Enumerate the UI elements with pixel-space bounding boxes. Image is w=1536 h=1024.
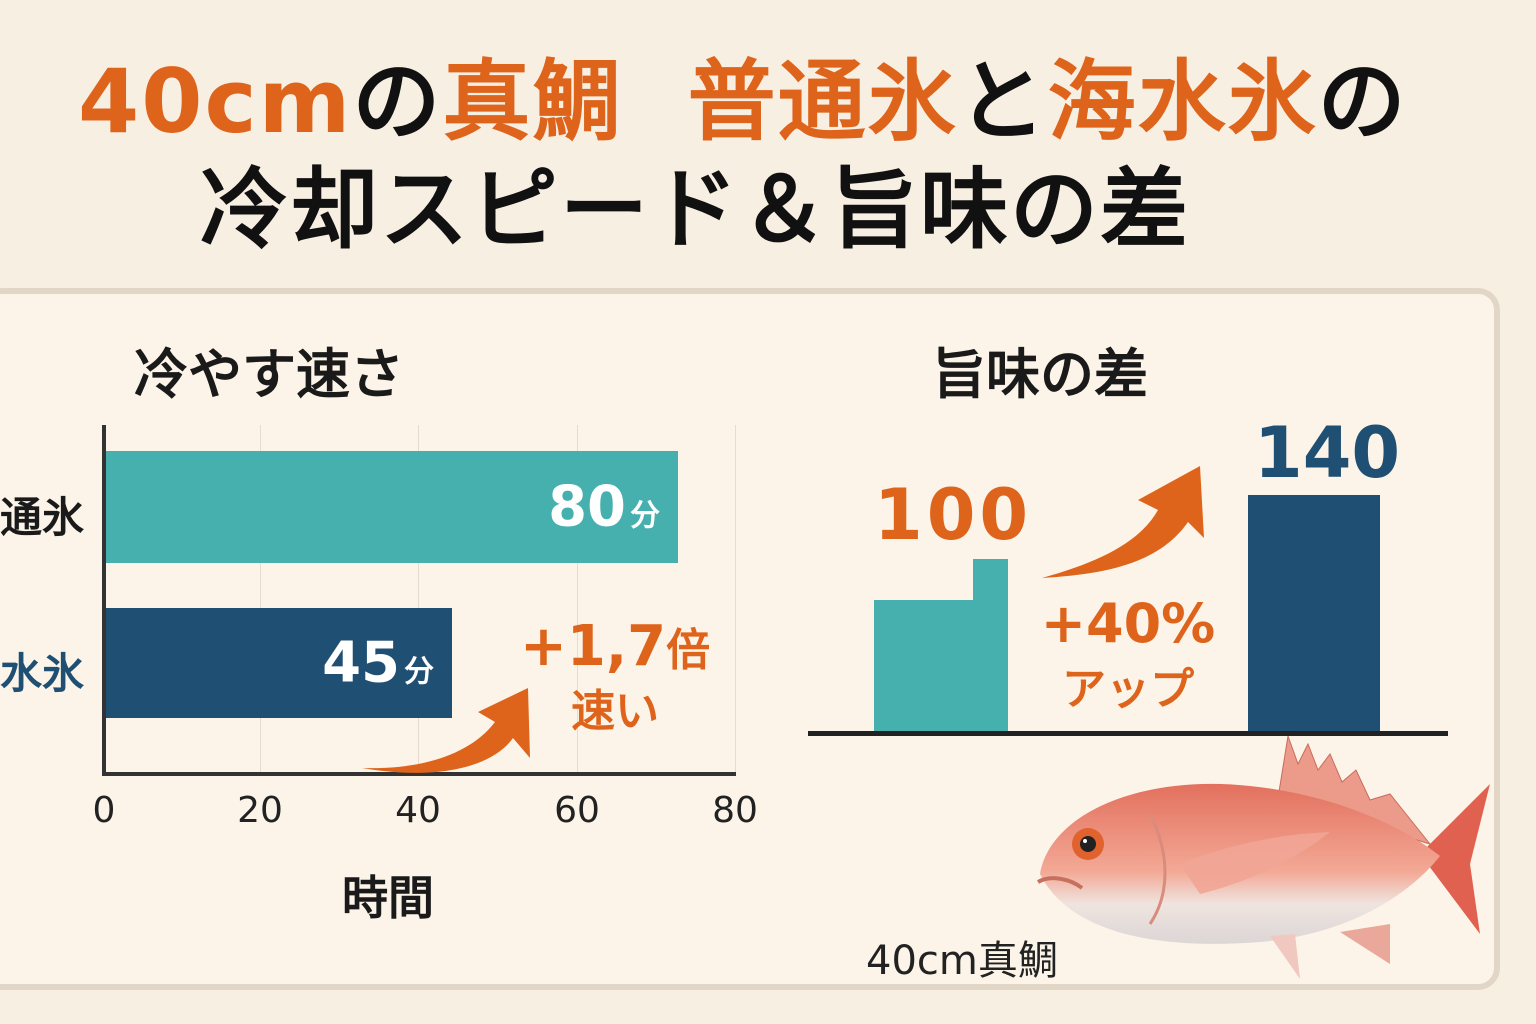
x-axis-label: 時間 [342, 871, 434, 925]
title-seg-to: と [957, 50, 1048, 153]
speed-up-arrow-icon [362, 688, 530, 773]
bar-value-seawater-ice: 45 分 [322, 631, 434, 696]
bar-value-number: 45 [322, 630, 400, 696]
x-tick: 0 [92, 790, 116, 831]
gridline-80 [735, 425, 736, 775]
x-tick: 80 [712, 790, 758, 831]
umami-up-arrow-icon [1042, 466, 1204, 578]
fish-caption: 40cm真鯛 [866, 938, 1058, 984]
bar-value-normal-ice: 80 分 [548, 475, 660, 540]
x-tick: 40 [395, 790, 441, 831]
gridline-60 [577, 425, 578, 775]
main-title-line1: 40cmの真鯛 普通氷と海水氷の [78, 52, 1408, 152]
bar-value-unit: 分 [404, 654, 434, 690]
x-tick: 60 [554, 790, 600, 831]
speed-annotation-text: 速い [571, 686, 660, 737]
cooling-speed-title: 冷やす速さ [134, 343, 404, 406]
umami-annotation-text: アップ [1062, 664, 1194, 715]
speed-annotation: +1,7倍 速い [520, 614, 710, 739]
umami-title: 旨味の差 [932, 343, 1148, 406]
umami-bar-normal-ice [874, 600, 1008, 732]
main-title-line2: 冷却スピード＆旨味の差 [200, 158, 1191, 261]
umami-value-normal-ice: 100 [874, 474, 1033, 556]
gridline-40 [418, 425, 419, 775]
speed-annotation-multiplier: +1,7倍 [520, 614, 710, 679]
umami-baseline [808, 731, 1448, 736]
bar-normal-ice: 80 分 [106, 451, 678, 563]
speed-multiplier-value: +1,7 [520, 614, 667, 679]
red-sea-bream-icon [1037, 735, 1490, 979]
umami-annotation: +40% アップ [1038, 592, 1218, 717]
umami-annotation-percent: +40% [1040, 592, 1216, 655]
speed-multiplier-unit: 倍 [666, 625, 711, 676]
title-seg-no1: の [352, 50, 443, 153]
umami-value-seawater-ice: 140 [1254, 412, 1401, 494]
umami-bar-seawater-ice [1248, 495, 1380, 732]
category-label-seawater-ice: 水氷 [0, 649, 85, 698]
gridline-20 [260, 425, 261, 775]
x-axis [102, 772, 736, 776]
y-axis [102, 425, 106, 775]
umami-bar-normal-ice-step [973, 559, 1008, 601]
title-seg-fish-normal-ice: 真鯛 普通氷 [442, 50, 958, 153]
title-seg-size: 40cm [78, 50, 353, 153]
x-tick: 20 [237, 790, 283, 831]
title-seg-seawater-ice: 海水氷 [1047, 50, 1318, 153]
title-seg-no2: の [1317, 50, 1408, 153]
category-label-normal-ice: 通氷 [0, 493, 85, 542]
bar-value-unit: 分 [630, 498, 660, 534]
bar-value-number: 80 [548, 474, 626, 540]
bar-seawater-ice: 45 分 [106, 608, 452, 718]
